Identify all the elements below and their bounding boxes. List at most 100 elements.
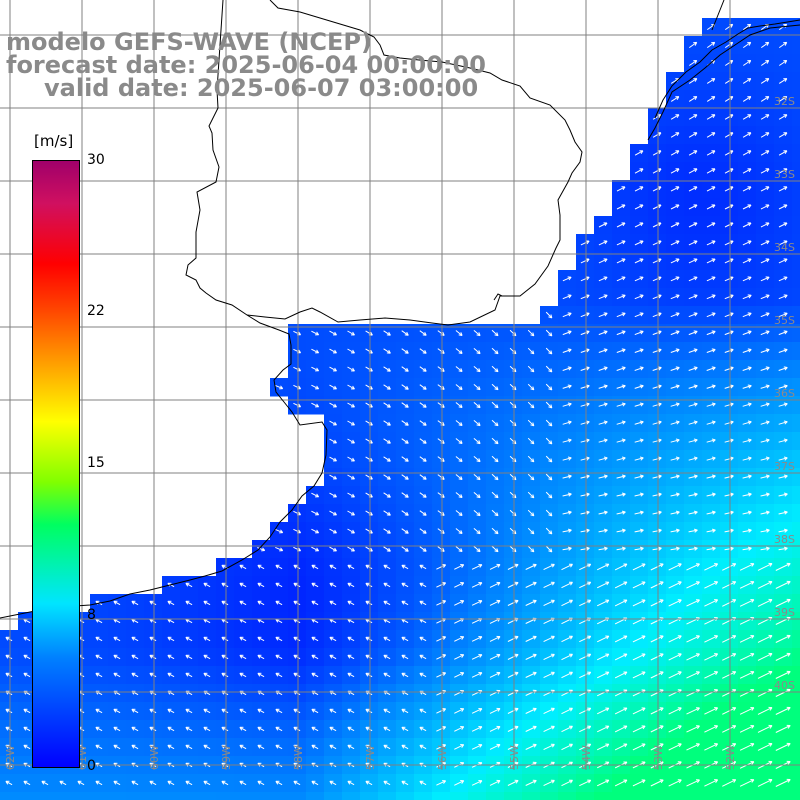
- wind-speed-cell: [792, 288, 800, 307]
- wind-arrow: [525, 635, 537, 642]
- wind-speed-cell: [180, 792, 199, 800]
- wind-speed-cell: [792, 360, 800, 379]
- wind-arrow: [23, 780, 31, 786]
- wind-arrow: [579, 563, 592, 571]
- wind-arrow: [329, 438, 337, 444]
- wind-arrow: [489, 599, 501, 606]
- wind-arrow: [722, 635, 737, 643]
- wind-arrow: [436, 564, 447, 570]
- wind-arrow: [670, 474, 680, 479]
- wind-arrow: [670, 456, 680, 461]
- wind-arrow: [688, 240, 698, 246]
- wind-arrow: [329, 636, 337, 642]
- wind-arrow: [149, 780, 157, 786]
- wind-arrow: [668, 635, 682, 643]
- wind-arrow: [23, 654, 31, 660]
- wind-arrow: [632, 779, 646, 787]
- wind-arrow: [596, 563, 610, 571]
- wind-arrow: [455, 528, 463, 534]
- wind-arrow: [329, 402, 337, 408]
- wind-arrow: [239, 600, 247, 606]
- wind-speed-cell: [792, 306, 800, 325]
- wind-arrow: [742, 348, 752, 353]
- wind-arrow: [742, 312, 752, 318]
- wind-arrow: [239, 708, 247, 714]
- wind-arrow: [275, 564, 283, 570]
- wind-arrow: [634, 492, 644, 497]
- wind-arrow: [527, 365, 535, 373]
- wind-speed-cell: [792, 342, 800, 361]
- wind-arrow: [598, 528, 608, 533]
- wind-arrow: [365, 348, 373, 354]
- wind-arrow: [347, 564, 355, 570]
- wind-arrow: [383, 600, 391, 606]
- wind-arrow: [293, 726, 301, 732]
- wind-arrow: [329, 672, 337, 678]
- wind-arrow: [471, 708, 483, 714]
- wind-arrow: [347, 708, 355, 714]
- wind-arrow: [742, 474, 752, 479]
- wind-arrow: [598, 384, 608, 389]
- wind-arrow: [454, 636, 465, 642]
- wind-arrow: [688, 78, 698, 84]
- wind-arrow: [616, 474, 626, 479]
- wind-arrow: [203, 636, 211, 642]
- wind-arrow: [167, 726, 175, 732]
- wind-arrow: [760, 276, 770, 282]
- wind-arrow: [616, 348, 626, 353]
- wind-arrow: [491, 527, 499, 535]
- wind-speed-cell: [306, 792, 325, 800]
- wind-arrow: [743, 23, 752, 31]
- wind-arrow: [616, 510, 626, 515]
- wind-arrow: [365, 654, 373, 660]
- wind-arrow: [706, 168, 716, 174]
- wind-arrow: [686, 707, 700, 715]
- wind-arrow: [706, 150, 716, 156]
- wind-speed-cell: [792, 792, 800, 800]
- wind-arrow: [167, 636, 175, 642]
- wind-arrow: [436, 654, 447, 660]
- wind-arrow: [634, 528, 644, 533]
- wind-arrow: [401, 564, 409, 570]
- wind-arrow: [436, 708, 447, 714]
- wind-arrow: [742, 438, 752, 443]
- wind-arrow: [329, 564, 337, 570]
- wind-arrow: [473, 510, 481, 517]
- wind-arrow: [686, 725, 700, 733]
- wind-arrow: [419, 474, 427, 480]
- wind-speed-cell: [792, 738, 800, 757]
- wind-arrow: [688, 132, 698, 138]
- wind-arrow: [491, 473, 499, 481]
- wind-arrow: [473, 348, 481, 355]
- title-model: modelo GEFS-WAVE (NCEP): [6, 28, 372, 56]
- colorbar-gradient: [32, 160, 80, 768]
- wind-arrow: [59, 780, 67, 786]
- wind-arrow: [221, 654, 229, 660]
- wind-arrow: [760, 330, 770, 336]
- wind-arrow: [650, 653, 664, 661]
- wind-speed-cell: [792, 648, 800, 667]
- wind-arrow: [742, 204, 752, 210]
- wind-arrow: [668, 581, 682, 589]
- wind-arrow: [670, 492, 680, 497]
- wind-arrow: [185, 744, 193, 750]
- lon-label: 58W: [292, 745, 305, 770]
- wind-arrow: [545, 347, 553, 355]
- wind-arrow: [742, 114, 752, 120]
- wind-arrow: [598, 348, 608, 353]
- wind-arrow: [778, 186, 788, 192]
- lon-label: 53W: [652, 745, 665, 770]
- wind-arrow: [598, 492, 608, 497]
- wind-arrow: [455, 438, 463, 444]
- wind-arrow: [293, 654, 301, 660]
- wind-arrow: [239, 582, 247, 588]
- wind-arrow: [545, 365, 553, 373]
- wind-arrow: [311, 546, 320, 552]
- wind-arrow: [401, 546, 409, 552]
- wind-arrow: [113, 744, 121, 750]
- wind-arrow: [365, 582, 373, 588]
- wind-arrow: [562, 312, 572, 318]
- wind-arrow: [616, 240, 626, 246]
- wind-arrow: [293, 636, 301, 642]
- lat-label: 32S: [774, 95, 795, 108]
